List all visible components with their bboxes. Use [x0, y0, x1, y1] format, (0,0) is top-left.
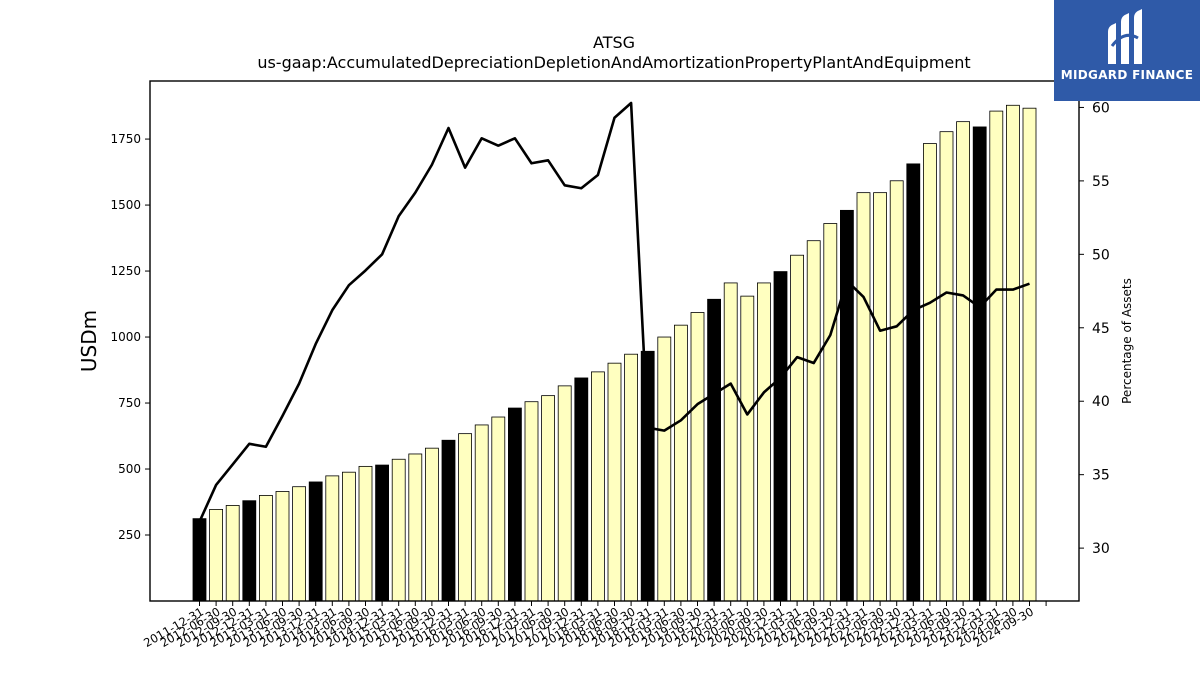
bar: [242, 500, 257, 602]
midgard-logo-icon: [1108, 9, 1142, 64]
y-tick-label: 250: [118, 528, 141, 542]
bar: [823, 223, 838, 602]
y2-tick-label: 45: [1092, 321, 1110, 337]
bar: [358, 465, 373, 602]
bar: [939, 131, 954, 602]
bar: [424, 447, 439, 602]
y-tick-label: 750: [118, 396, 141, 410]
bar: [258, 495, 273, 602]
y2-tick-label: 50: [1092, 247, 1110, 263]
y-axis-right: 30 35 40 45 50 55 60: [1079, 100, 1110, 557]
bar: [806, 240, 821, 602]
y-axis-label: USDm: [77, 310, 101, 372]
bar: [740, 295, 755, 602]
y-tick-label: 1500: [110, 198, 141, 212]
y-axis-left: 250 500 750 1000 1250 1500 1750: [110, 132, 150, 542]
bar: [790, 254, 804, 602]
bar: [1022, 107, 1037, 602]
bar: [557, 385, 572, 602]
bar: [474, 424, 489, 602]
bar: [657, 336, 672, 602]
chart-subtitle: us-gaap:AccumulatedDepreciationDepletion…: [257, 53, 970, 72]
brand-logo: MIDGARD FINANCE: [1054, 0, 1200, 101]
bar: [972, 126, 987, 602]
bar: [458, 433, 473, 602]
y2-axis-label: Percentage of Assets: [1120, 278, 1134, 404]
x-axis: 2011-12-312012-06-302012-09-302012-12-31…: [141, 601, 1047, 650]
bar: [192, 518, 207, 602]
bar: [956, 121, 970, 602]
bar: [757, 282, 771, 602]
bar: [391, 458, 406, 602]
bar: [707, 298, 721, 602]
bar: [507, 407, 522, 602]
y2-tick-label: 55: [1092, 174, 1110, 190]
y2-tick-label: 40: [1092, 394, 1110, 410]
bar: [923, 143, 937, 602]
y2-tick-label: 35: [1092, 468, 1110, 484]
y-tick-label: 500: [118, 462, 141, 476]
bar: [574, 377, 589, 602]
bar: [375, 464, 390, 602]
bar: [524, 401, 539, 602]
bar: [541, 395, 555, 602]
chart-title: ATSG: [593, 33, 635, 52]
y-tick-label: 1750: [110, 132, 141, 146]
bar: [308, 481, 323, 602]
y2-tick-label: 60: [1092, 100, 1110, 116]
line-group: [198, 101, 1030, 523]
bar: [873, 192, 887, 602]
bar: [275, 491, 290, 602]
bar: [607, 362, 622, 602]
bar: [640, 350, 655, 602]
series-line: [198, 101, 1030, 523]
bar: [989, 110, 1004, 602]
bar: [292, 486, 307, 602]
bar: [209, 509, 224, 602]
bar: [773, 271, 788, 602]
bar: [341, 471, 356, 602]
bar: [856, 192, 871, 602]
y-tick-label: 1000: [110, 330, 141, 344]
bar: [225, 505, 240, 602]
bar: [906, 163, 921, 602]
bar: [1006, 104, 1020, 602]
bar: [624, 353, 638, 602]
bar: [408, 453, 423, 602]
y-tick-label: 1250: [110, 264, 141, 278]
logo-text: MIDGARD FINANCE: [1060, 68, 1194, 82]
bars-group: [192, 104, 1037, 602]
bar: [840, 209, 854, 602]
bar: [723, 282, 738, 602]
bar: [889, 180, 904, 602]
y2-tick-label: 30: [1092, 541, 1110, 557]
bar: [441, 439, 456, 602]
bar: [491, 416, 506, 602]
bar: [674, 324, 688, 602]
bar: [690, 312, 705, 602]
bar: [591, 371, 605, 602]
bar: [325, 475, 340, 602]
